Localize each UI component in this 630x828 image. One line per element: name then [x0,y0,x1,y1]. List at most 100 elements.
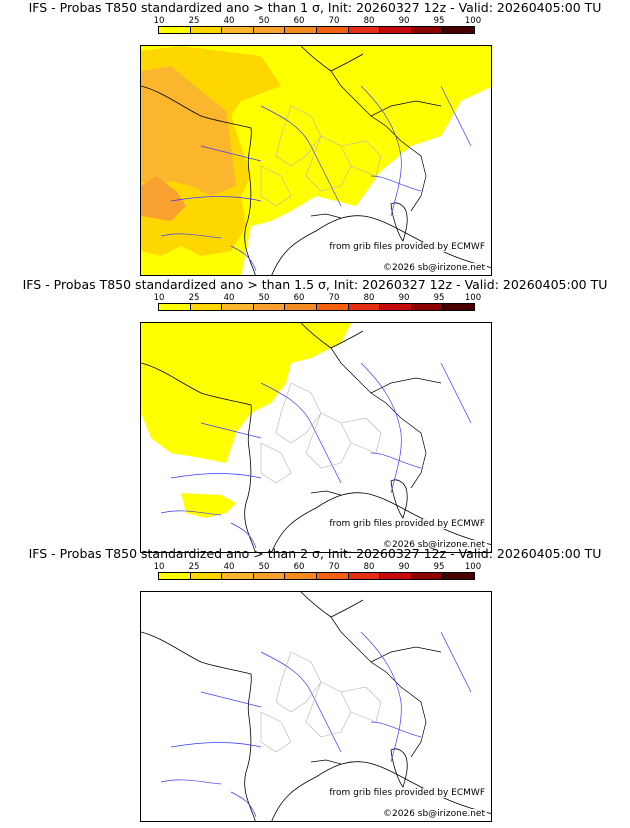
colorbar-segment [190,27,223,33]
region-borders [260,651,382,753]
probability-zone-25 [141,323,351,463]
colorbar-segment [348,27,381,33]
map-panel-2sigma: IFS - Probas T850 standardized ano > tha… [0,546,630,822]
colorbar-segment [159,27,191,33]
probability-map: from grib files provided by ECMWF ©2026 … [140,591,492,822]
rivers [160,631,472,818]
colorbar-segment [380,27,412,33]
map-graphic [141,46,491,275]
colorbar-tick: 70 [328,562,340,572]
colorbar-segment [348,304,381,310]
colorbar-segment [411,573,444,579]
map-graphic [141,592,491,821]
colorbar-tick: 60 [293,293,305,303]
colorbar-tick: 10 [153,562,165,572]
colorbar-segment [190,573,223,579]
colorbar-segment [253,27,286,33]
colorbar-segment [411,304,444,310]
colorbar-tick: 40 [223,562,235,572]
country-borders [310,616,442,765]
copyright-credit: ©2026 sb@irizone.net [381,263,487,273]
colorbar-tick: 50 [258,293,270,303]
colorbar-tick: 60 [293,562,305,572]
rivers [160,85,472,272]
colorbar-segment [285,27,317,33]
colorbar-tick: 25 [188,16,200,26]
panel-title: IFS - Probas T850 standardized ano > tha… [28,546,602,561]
map-panel-1sigma: IFS - Probas T850 standardized ano > tha… [0,0,630,276]
colorbar-tick: 10 [153,16,165,26]
colorbar-segment [348,573,381,579]
colorbar-tick: 80 [363,562,375,572]
panel-title: IFS - Probas T850 standardized ano > tha… [22,277,608,292]
colorbar-segment [159,304,191,310]
colorbar-segment [316,304,349,310]
colorbar-segment [285,573,317,579]
colorbar-segment [222,304,254,310]
source-credit: from grib files provided by ECMWF [327,519,487,529]
probability-map: from grib files provided by ECMWF ©2026 … [140,322,492,553]
map-graphic [141,323,491,552]
colorbar-tick: 50 [258,562,270,572]
colorbar-segment [285,304,317,310]
colorbar-segment [253,304,286,310]
colorbar-tick: 95 [433,562,445,572]
copyright-credit: ©2026 sb@irizone.net [381,540,487,550]
colorbar-tick: 95 [433,293,445,303]
rivers [160,362,472,549]
colorbar-tick: 100 [464,293,482,303]
colorbar-tick: 70 [328,16,340,26]
probability-map: from grib files provided by ECMWF ©2026 … [140,45,492,276]
colorbar-segment [316,27,349,33]
colorbar-segment [380,304,412,310]
coastline [141,592,491,821]
colorbar-segment [159,573,191,579]
colorbar-tick: 25 [188,562,200,572]
colorbar-tick: 90 [398,562,410,572]
colorbar-segment [316,573,349,579]
region-borders [260,382,382,484]
country-borders [310,70,442,219]
colorbar-segment [443,27,474,33]
colorbar [158,303,475,311]
probability-zone-25 [181,493,236,518]
coastline [141,323,491,552]
colorbar-tick: 100 [464,562,482,572]
colorbar-tick: 80 [363,16,375,26]
colorbar-segment [222,573,254,579]
colorbar-tick: 100 [464,16,482,26]
panel-title: IFS - Probas T850 standardized ano > tha… [28,0,602,15]
probability-zone-60 [141,176,186,221]
colorbar-tick: 50 [258,16,270,26]
colorbar-tick: 40 [223,16,235,26]
probability-zone-50 [141,66,236,196]
colorbar-tick: 80 [363,293,375,303]
country-borders [310,347,442,496]
colorbar-tick: 90 [398,293,410,303]
colorbar-segment [411,27,444,33]
colorbar-tick: 90 [398,16,410,26]
colorbar-segment [443,573,474,579]
colorbar-tick: 70 [328,293,340,303]
coastline [141,46,491,275]
source-credit: from grib files provided by ECMWF [327,242,487,252]
colorbar-segment [253,573,286,579]
colorbar-tick: 60 [293,16,305,26]
source-credit: from grib files provided by ECMWF [327,788,487,798]
colorbar-tick: 25 [188,293,200,303]
colorbar [158,572,475,580]
map-panel-1-5sigma: IFS - Probas T850 standardized ano > tha… [0,277,630,553]
colorbar [158,26,475,34]
colorbar-labels: 10 25 40 50 60 70 80 90 95 100 [153,293,482,303]
colorbar-labels: 10 25 40 50 60 70 80 90 95 100 [153,16,482,26]
region-borders [260,105,382,207]
colorbar-segment [380,573,412,579]
colorbar-tick: 10 [153,293,165,303]
colorbar-segment [190,304,223,310]
colorbar-tick: 40 [223,293,235,303]
copyright-credit: ©2026 sb@irizone.net [381,809,487,819]
sea-area [266,206,491,275]
colorbar-segment [222,27,254,33]
colorbar-tick: 95 [433,16,445,26]
colorbar-labels: 10 25 40 50 60 70 80 90 95 100 [153,562,482,572]
